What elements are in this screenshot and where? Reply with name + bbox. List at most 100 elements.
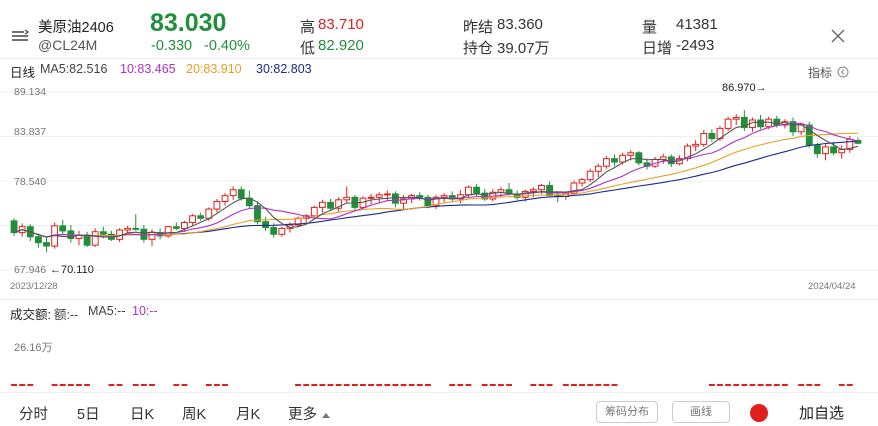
volume-bar xyxy=(562,384,569,386)
candle-body xyxy=(343,196,351,201)
candle-body xyxy=(278,227,286,235)
volume-bar xyxy=(67,384,74,386)
menu-lines-icon[interactable] xyxy=(10,28,30,44)
volume-bar xyxy=(489,384,496,386)
volume-bar xyxy=(351,384,358,386)
candle-body xyxy=(392,193,399,204)
start-date: 2023/12/28 xyxy=(10,281,58,292)
tab-daily-k[interactable]: 日K xyxy=(130,407,155,423)
volume-bar xyxy=(368,384,375,386)
candle-body xyxy=(789,121,797,133)
volume-bar xyxy=(132,384,139,386)
volume-bar xyxy=(140,384,147,386)
candle-body xyxy=(424,196,432,207)
candle-body xyxy=(692,143,700,147)
volume-bar xyxy=(814,384,821,386)
volume-amount: 额:-- xyxy=(54,308,79,322)
volume-bar xyxy=(149,384,155,386)
candle-body xyxy=(594,165,602,172)
volume-bar xyxy=(76,384,82,386)
candle-body xyxy=(546,185,554,197)
volume-bar xyxy=(205,384,212,386)
low-label: 低 xyxy=(300,40,316,57)
candle-body xyxy=(124,227,132,231)
y-label-top: 89.134 xyxy=(14,86,47,98)
volume-bar xyxy=(465,384,472,386)
volume-bar xyxy=(384,384,391,386)
volume-bar xyxy=(749,384,756,386)
candle-body xyxy=(465,186,472,196)
volume-bar xyxy=(108,384,115,386)
volume-bar xyxy=(773,384,780,386)
volume-bar xyxy=(51,384,58,386)
candle-body xyxy=(400,198,407,204)
volume-bar xyxy=(27,384,34,386)
candle-body xyxy=(310,206,318,217)
volume-bar xyxy=(408,384,415,386)
volume-bar xyxy=(838,384,845,386)
candle-body xyxy=(327,201,334,209)
indicator-button[interactable]: 指标 xyxy=(808,64,849,81)
tab-monthly-k[interactable]: 月K xyxy=(236,407,261,423)
volume-bar xyxy=(424,384,431,386)
candlestick-chart[interactable] xyxy=(0,80,878,292)
y-label-2: 83.837 xyxy=(14,126,47,138)
close-icon[interactable] xyxy=(830,28,846,44)
ma5-line xyxy=(13,121,859,238)
volume-bar xyxy=(571,384,577,386)
tab-5day[interactable]: 5日 xyxy=(77,407,100,423)
daily-change-label: 日增 xyxy=(642,40,673,57)
candle-body xyxy=(578,179,586,184)
volume-value: 41381 xyxy=(676,16,718,33)
candle-body xyxy=(270,227,278,235)
candle-body xyxy=(586,170,594,181)
price-change-pct: -0.40% xyxy=(204,38,250,54)
ma20-line xyxy=(13,132,858,238)
tab-minute[interactable]: 分时 xyxy=(19,407,48,423)
candle-body xyxy=(440,195,448,198)
volume-bar xyxy=(481,384,488,386)
last-price: 83.030 xyxy=(150,9,227,37)
end-date: 2024/04/24 xyxy=(808,281,856,292)
volume-bar xyxy=(806,384,813,386)
candle-body xyxy=(724,118,732,129)
volume-bar xyxy=(595,384,602,386)
tab-more[interactable]: 更多 xyxy=(288,403,331,424)
volume-bar xyxy=(303,384,310,386)
candle-body xyxy=(148,232,156,240)
max-annotation: 86.970→ xyxy=(722,82,767,94)
volume-bar xyxy=(311,384,318,386)
volume-bar xyxy=(222,384,228,386)
volume-bar xyxy=(319,384,326,386)
candle-body xyxy=(91,231,99,246)
volume-bar xyxy=(360,384,366,386)
volume-bar xyxy=(213,384,220,386)
volume-bar xyxy=(116,384,123,386)
instrument-name: 美原油2406 xyxy=(38,20,114,36)
candle-body xyxy=(132,227,140,230)
volume-bar xyxy=(538,384,545,386)
volume-bar xyxy=(335,384,342,386)
volume-bar xyxy=(11,384,17,386)
prev-close-value: 83.360 xyxy=(497,16,543,33)
prev-close-label: 昨结 xyxy=(463,19,494,36)
candle-body xyxy=(432,196,440,207)
high-label: 高 xyxy=(300,19,316,36)
candle-body xyxy=(822,146,829,155)
chip-distribution-button[interactable]: 筹码分布 xyxy=(596,401,658,423)
candle-body xyxy=(473,186,480,194)
candle-body xyxy=(181,222,188,229)
tab-weekly-k[interactable]: 周K xyxy=(182,407,207,423)
instrument-code: @CL24M xyxy=(38,37,98,53)
candle-body xyxy=(318,201,326,208)
volume-scale: 26.16万 xyxy=(14,342,53,354)
volume-bar xyxy=(530,384,537,386)
price-change: -0.330 xyxy=(151,38,193,54)
add-watchlist-button[interactable]: 加自选 xyxy=(799,405,845,422)
y-label-3: 78.540 xyxy=(14,176,47,188)
candle-body xyxy=(10,220,18,234)
candle-body xyxy=(538,185,545,191)
volume-bar xyxy=(59,384,66,386)
record-dot-icon[interactable] xyxy=(750,404,768,422)
draw-line-button[interactable]: 画线 xyxy=(672,401,730,423)
